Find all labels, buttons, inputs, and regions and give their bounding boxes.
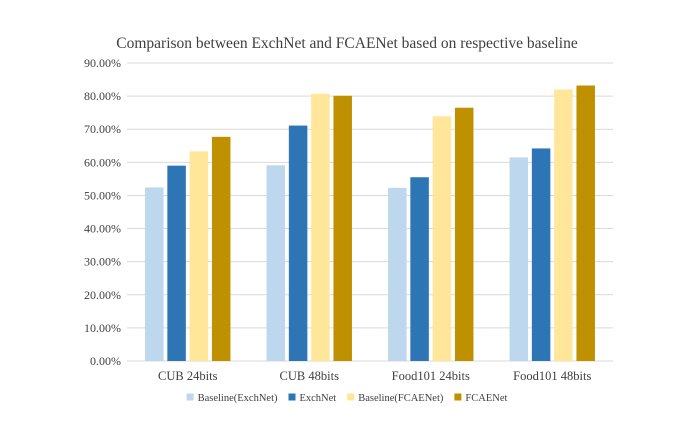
bar-baseline-exchnet-cub-24bits (145, 187, 164, 361)
y-tick-label: 60.00% (84, 155, 121, 169)
legend-swatch (186, 393, 194, 401)
bar-exchnet-food101-24bits (410, 177, 429, 361)
y-tick-label: 0.00% (90, 354, 121, 368)
x-category-label: Food101 24bits (392, 369, 470, 383)
bar-fcaenet-cub-48bits (333, 95, 352, 361)
y-axis-ticks: 0.00% 10.00% 20.00% 30.00% 40.00% 50.00% 60.00… (84, 56, 121, 368)
y-tick-label: 10.00% (84, 321, 121, 335)
bar-baseline-fcaenet-cub-48bits (311, 93, 330, 361)
bar-exchnet-food101-48bits (531, 148, 551, 361)
bar-baseline-exchnet-food101-24bits (388, 187, 407, 361)
x-axis-categories: CUB 24bits CUB 48bits Food101 24bits Food10… (158, 369, 591, 383)
bars (145, 85, 595, 361)
legend: Baseline(ExchNet) ExchNet Baseline(FCAENet… (186, 393, 507, 404)
legend-label: FCAENet (465, 393, 507, 404)
y-tick-label: 80.00% (84, 89, 121, 103)
x-category-label: CUB 24bits (158, 369, 218, 383)
bar-fcaenet-cub-24bits (211, 136, 231, 361)
legend-swatch (454, 393, 462, 401)
bar-exchnet-cub-48bits (288, 125, 308, 361)
legend-label: Baseline(FCAENet) (358, 393, 444, 404)
legend-label: ExchNet (299, 393, 336, 404)
bar-fcaenet-food101-48bits (576, 85, 595, 361)
y-tick-label: 50.00% (84, 188, 121, 202)
y-tick-label: 90.00% (84, 56, 121, 70)
legend-swatch (347, 393, 355, 401)
y-tick-label: 20.00% (84, 288, 121, 302)
bar-baseline-fcaenet-food101-48bits (554, 89, 573, 361)
bar-baseline-fcaenet-food101-24bits (432, 116, 452, 361)
y-tick-label: 30.00% (84, 255, 121, 269)
bar-baseline-fcaenet-cub-24bits (189, 151, 209, 361)
x-category-label: Food101 48bits (513, 369, 591, 383)
bar-baseline-exchnet-food101-48bits (509, 157, 529, 361)
bar-exchnet-cub-24bits (167, 165, 186, 361)
y-tick-label: 70.00% (84, 122, 121, 136)
bar-baseline-exchnet-cub-48bits (266, 165, 286, 361)
chart-title: Comparison between ExchNet and FCAENet b… (116, 35, 578, 52)
y-tick-label: 40.00% (84, 222, 121, 236)
legend-swatch (288, 393, 296, 401)
x-category-label: CUB 48bits (280, 369, 340, 383)
bar-fcaenet-food101-24bits (454, 107, 474, 361)
legend-label: Baseline(ExchNet) (198, 393, 278, 404)
